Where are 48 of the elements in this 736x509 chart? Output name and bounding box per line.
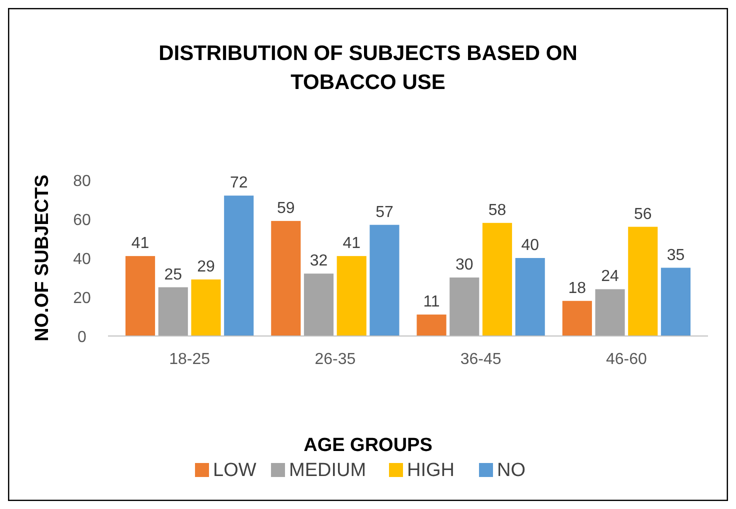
data-label: 57: [376, 204, 394, 221]
legend-label: MEDIUM: [289, 460, 366, 481]
bar: [271, 220, 301, 336]
x-tick-label: 26-35: [314, 351, 356, 368]
y-tick-label: 60: [73, 212, 91, 229]
legend-label: LOW: [213, 460, 256, 481]
chart-title: DISTRIBUTION OF SUBJECTS BASED ON TOBACCO USE: [158, 42, 578, 94]
data-label: 72: [230, 174, 248, 192]
bar: [482, 222, 512, 336]
data-label: 56: [634, 206, 652, 223]
y-tick-label: 0: [78, 329, 87, 346]
bar: [224, 196, 254, 336]
x-tick-label: 18-25: [169, 351, 210, 368]
x-tick-label: 46-60: [606, 351, 648, 368]
x-axis-title: AGE GROUPS: [304, 435, 432, 456]
data-label: 11: [423, 294, 440, 311]
bar: [595, 289, 625, 336]
y-axis-title: NO.OF SUBJECTS: [32, 174, 53, 342]
data-label: 40: [521, 237, 540, 254]
legend-label: HIGH: [407, 460, 454, 481]
data-label: 59: [276, 200, 295, 217]
bar: [562, 300, 592, 336]
y-tick-label: 20: [73, 290, 91, 307]
data-label: 32: [310, 252, 328, 270]
data-label: 18: [568, 280, 586, 297]
bar: [304, 274, 334, 336]
bar: [416, 314, 446, 336]
data-label: 41: [131, 235, 150, 252]
bar: [515, 258, 545, 336]
bar: [370, 224, 400, 336]
bar: [191, 279, 221, 336]
y-tick-label: 80: [73, 173, 91, 190]
legend-label: NO: [497, 460, 526, 481]
data-label: 24: [601, 268, 620, 286]
bar: [660, 268, 691, 336]
data-label: 25: [164, 266, 182, 284]
data-label: 29: [197, 258, 215, 276]
bar: [125, 256, 156, 336]
data-label: 30: [455, 256, 474, 274]
bar: [450, 278, 480, 336]
data-label: 35: [666, 246, 685, 264]
bar: [628, 226, 658, 336]
y-tick-label: 40: [73, 251, 91, 268]
data-label: 41: [342, 235, 361, 252]
bar: [336, 256, 366, 336]
x-tick-label: 36-45: [460, 351, 502, 368]
data-label: 58: [488, 202, 506, 219]
bar: [158, 287, 188, 336]
